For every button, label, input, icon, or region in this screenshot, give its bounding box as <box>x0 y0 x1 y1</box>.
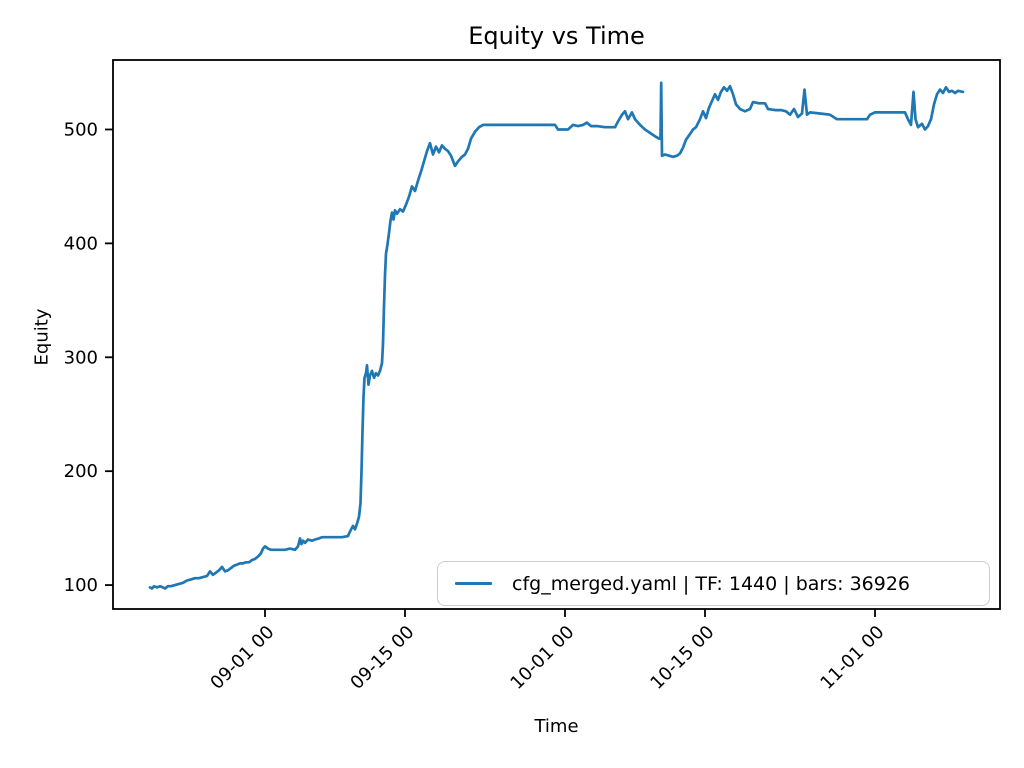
y-tick-label: 500 <box>64 119 98 140</box>
legend-label: cfg_merged.yaml | TF: 1440 | bars: 36926 <box>512 572 911 595</box>
y-tick-label: 100 <box>64 575 98 596</box>
legend: cfg_merged.yaml | TF: 1440 | bars: 36926 <box>437 561 990 606</box>
x-axis-label: Time <box>534 716 579 737</box>
y-axis-label: Equity <box>31 308 53 366</box>
x-tick-label: 11-01 00 <box>816 622 888 694</box>
legend-line-sample <box>455 582 492 585</box>
y-tick-label: 400 <box>64 233 98 254</box>
equity-line <box>148 81 965 590</box>
x-tick-label: 09-01 00 <box>206 622 278 694</box>
y-tick-label: 300 <box>64 347 98 368</box>
x-tick-label: 10-01 00 <box>506 622 578 694</box>
axes-spines <box>112 59 1001 610</box>
chart-title: Equity vs Time <box>468 22 645 50</box>
x-tick-label: 09-15 00 <box>346 622 418 694</box>
x-tick-label: 10-15 00 <box>646 622 718 694</box>
y-tick-label: 200 <box>64 461 98 482</box>
